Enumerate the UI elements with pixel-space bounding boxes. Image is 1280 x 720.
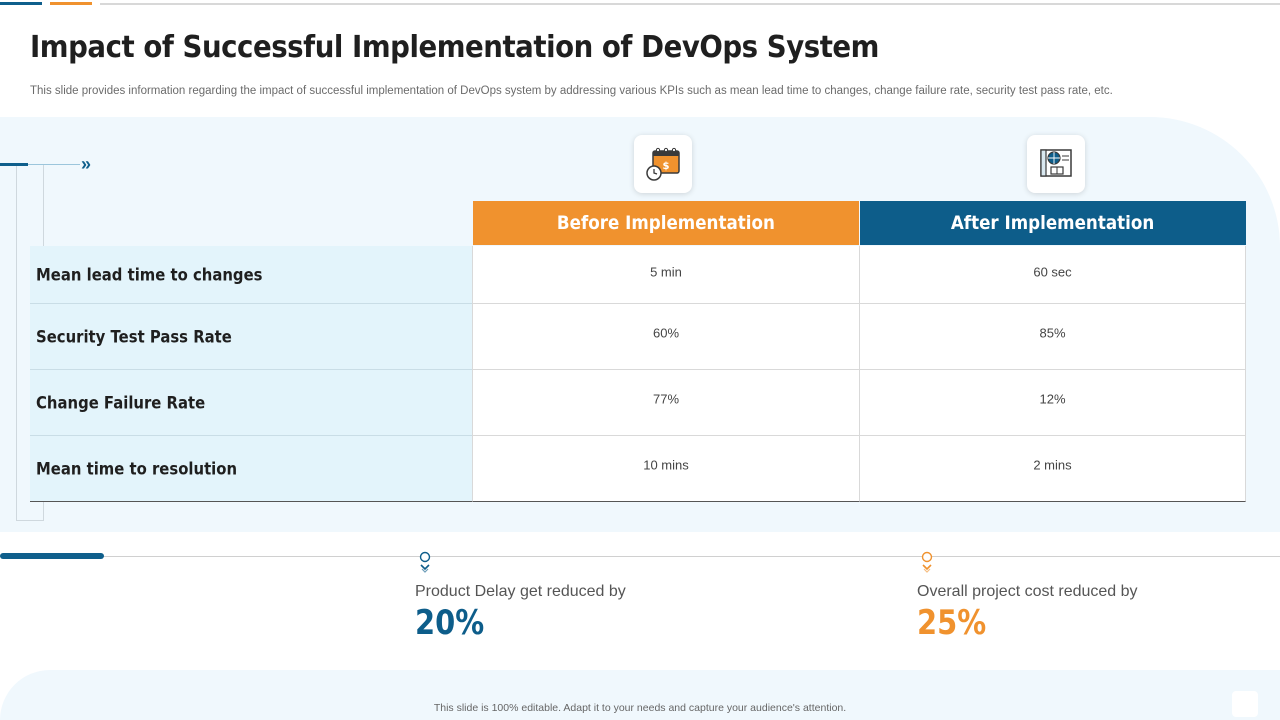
row-label-cell: Mean time to resolution [30, 436, 472, 502]
row-label: Change Failure Rate [36, 393, 206, 412]
before-value: 10 mins [643, 457, 689, 473]
after-value-cell: 60 sec [859, 246, 1246, 304]
decorative-frame-accent [0, 163, 28, 166]
row-label-cell: Security Test Pass Rate [30, 304, 472, 370]
decorative-frame-line [28, 164, 80, 165]
product-delay-label: Product Delay get reduced by [415, 583, 626, 600]
slide-footer: This slide is 100% editable. Adapt it to… [433, 702, 847, 714]
after-value: 60 sec [1033, 264, 1072, 280]
svg-text:$: $ [663, 161, 670, 172]
after-value: 85% [1039, 325, 1066, 341]
before-value: 77% [652, 391, 680, 407]
table-row: Change Failure Rate 77% 12% [30, 370, 1246, 436]
before-value-cell: 77% [472, 370, 859, 436]
table-row: Security Test Pass Rate 60% 85% [30, 304, 1246, 370]
before-value: 60% [652, 325, 680, 341]
accent-line-orange [50, 2, 92, 5]
after-value-cell: 12% [859, 370, 1246, 436]
slide-title: Impact of Successful Implementation of D… [30, 30, 879, 65]
before-value-cell: 60% [472, 304, 859, 370]
after-value-cell: 85% [859, 304, 1246, 370]
corner-placeholder [1232, 691, 1258, 717]
project-cost-value: 25% [917, 603, 987, 643]
slide-subtitle: This slide provides information regardin… [30, 85, 1113, 97]
product-delay-value: 20% [415, 603, 485, 643]
before-implementation-header: Before Implementation [473, 201, 859, 245]
row-label: Mean lead time to changes [36, 265, 263, 284]
before-icon-card: $ [634, 135, 692, 193]
table-row: Mean time to resolution 10 mins 2 mins [30, 436, 1246, 502]
after-value: 12% [1039, 391, 1066, 407]
before-value: 5 min [650, 264, 682, 280]
bottom-divider [0, 556, 1280, 557]
footer-background-panel [0, 670, 1280, 720]
row-label-cell: Mean lead time to changes [30, 246, 472, 304]
row-label-cell: Change Failure Rate [30, 370, 472, 436]
blueprint-globe-icon [1040, 149, 1072, 177]
after-value: 2 mins [1033, 457, 1072, 473]
double-chevron-right-icon: » [81, 154, 92, 174]
before-value-cell: 5 min [472, 246, 859, 304]
bottom-accent-bar [0, 553, 104, 559]
after-value-cell: 2 mins [859, 436, 1246, 502]
project-cost-label: Overall project cost reduced by [917, 583, 1138, 600]
location-pin-icon [921, 551, 933, 573]
before-value-cell: 10 mins [472, 436, 859, 502]
accent-line-blue [0, 2, 42, 5]
accent-line-gray [100, 3, 1280, 5]
row-label: Mean time to resolution [36, 459, 238, 478]
location-pin-icon [419, 551, 431, 573]
calendar-money-clock-icon: $ [646, 147, 680, 181]
row-label: Security Test Pass Rate [36, 327, 232, 346]
after-implementation-header: After Implementation [860, 201, 1246, 245]
after-icon-card [1027, 135, 1085, 193]
table-row: Mean lead time to changes 5 min 60 sec [30, 246, 1246, 304]
